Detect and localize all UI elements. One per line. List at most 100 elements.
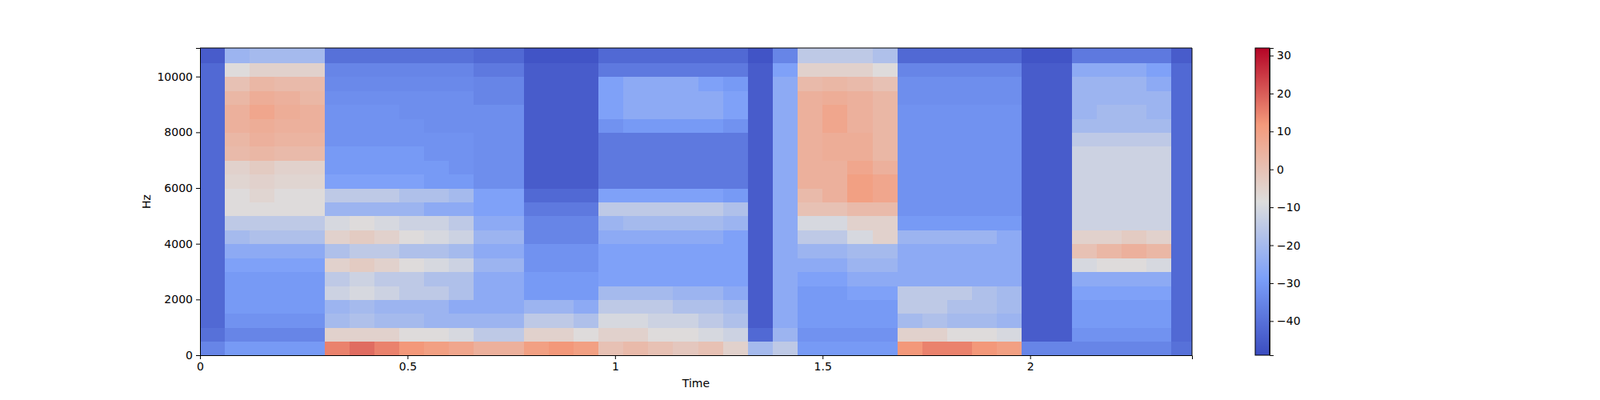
y-axis: 0200040006000800010000: [156, 48, 200, 362]
cell: [748, 327, 774, 342]
cell: [1096, 160, 1123, 175]
cell: [1096, 118, 1123, 133]
cell: [1046, 313, 1072, 328]
cell: [274, 341, 300, 356]
cell: [922, 90, 948, 105]
cell: [499, 229, 525, 244]
tick: −40: [1269, 314, 1301, 328]
cell: [349, 244, 376, 259]
cell: [972, 118, 998, 133]
cell: [1046, 104, 1072, 120]
cell: [499, 285, 525, 300]
cell: [996, 90, 1023, 105]
cell: [648, 160, 674, 175]
cell: [274, 188, 300, 203]
cell: [374, 257, 400, 272]
cell: [499, 48, 525, 64]
tick-label: 0: [196, 360, 204, 373]
cell: [947, 90, 973, 105]
cell: [1121, 229, 1148, 244]
cell: [374, 48, 400, 64]
cell: [797, 132, 824, 147]
axis-line: [200, 356, 1193, 360]
cell: [922, 272, 948, 287]
cell: [499, 174, 525, 189]
cell: [623, 244, 649, 259]
cell: [822, 313, 848, 328]
cell: [748, 76, 774, 92]
cell: [424, 174, 450, 189]
cell: [300, 201, 326, 216]
cell: [947, 104, 973, 120]
cell: [1146, 188, 1172, 203]
cell: [1072, 146, 1098, 161]
cell: [1171, 118, 1192, 133]
cell: [1171, 48, 1192, 64]
cell: [349, 257, 376, 272]
cell: [996, 132, 1023, 147]
cell: [573, 160, 600, 175]
cell: [573, 188, 600, 203]
cell: [524, 229, 550, 244]
cell: [573, 62, 600, 77]
cell: [399, 216, 425, 231]
cell: [672, 341, 699, 356]
cell: [349, 299, 376, 314]
cell: [424, 132, 450, 147]
cell: [448, 229, 475, 244]
cell: [224, 229, 251, 244]
cell: [847, 299, 873, 314]
tick-label: 0.5: [399, 360, 417, 373]
cell: [1121, 313, 1148, 328]
cell: [448, 132, 475, 147]
cell: [1021, 132, 1048, 147]
cell: [1046, 76, 1072, 92]
cell: [473, 285, 500, 300]
cell: [648, 341, 674, 356]
cell: [349, 76, 376, 92]
cell: [1121, 160, 1148, 175]
cell: [672, 174, 699, 189]
cell: [399, 146, 425, 161]
cell: [300, 132, 326, 147]
cell: [598, 229, 624, 244]
cell: [723, 285, 749, 300]
cell: [996, 76, 1023, 92]
cell: [598, 104, 624, 120]
cell: [200, 160, 226, 175]
cell: [399, 201, 425, 216]
cell: [374, 132, 400, 147]
cell: [996, 272, 1023, 287]
cell: [1046, 188, 1072, 203]
cell: [224, 132, 251, 147]
cell: [897, 146, 924, 161]
cell: [922, 174, 948, 189]
tick: 0: [185, 348, 200, 362]
cell: [623, 272, 649, 287]
cell: [300, 244, 326, 259]
cell: [448, 313, 475, 328]
tick: 6000: [164, 181, 200, 195]
cell: [872, 327, 899, 342]
cell: [672, 229, 699, 244]
cell: [598, 327, 624, 342]
cell: [797, 216, 824, 231]
cell: [922, 146, 948, 161]
cell: [374, 118, 400, 133]
cell: [249, 201, 276, 216]
cell: [324, 174, 351, 189]
cell: [499, 160, 525, 175]
cell: [872, 285, 899, 300]
cell: [324, 229, 351, 244]
cell: [698, 341, 724, 356]
cell: [548, 201, 575, 216]
cell: [947, 272, 973, 287]
cell: [623, 299, 649, 314]
cell: [772, 146, 799, 161]
cell: [996, 160, 1023, 175]
cell: [573, 174, 600, 189]
cell: [249, 104, 276, 120]
cell: [847, 132, 873, 147]
cell: [274, 201, 300, 216]
cell: [374, 90, 400, 105]
